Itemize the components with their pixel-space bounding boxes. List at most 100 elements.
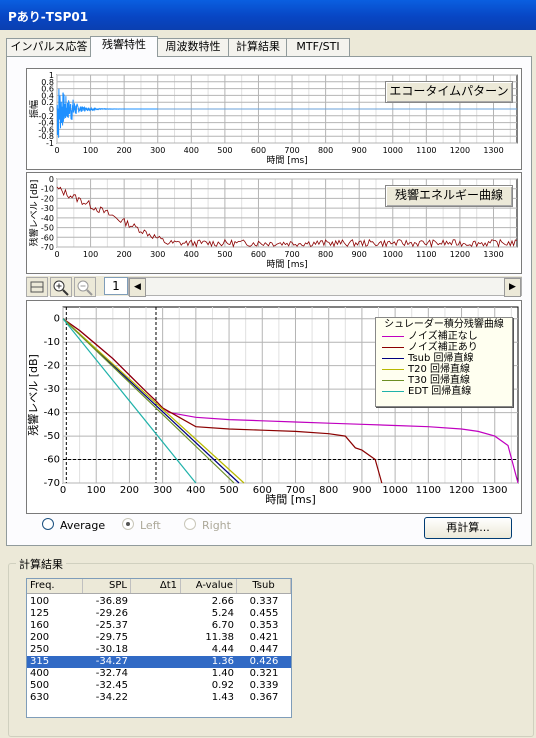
y-tick-label: -30 [44, 384, 60, 395]
left-radio[interactable]: Left [122, 518, 161, 532]
table-row[interactable]: 315 -34.27 1.36 0.426 [27, 656, 291, 668]
y-tick-label: -1 [46, 139, 54, 148]
legend-item: EDT 回帰直線 [376, 386, 512, 397]
tab-frequency-response[interactable]: 周波数特性 [156, 38, 230, 56]
table-cell: 6.70 [211, 620, 234, 631]
x-tick-label: 1300 [482, 485, 507, 496]
zoom-in-icon [53, 280, 69, 296]
legend-swatch [382, 380, 404, 381]
header-tsub[interactable]: Tsub [237, 579, 291, 593]
table-cell: 1.43 [211, 692, 234, 703]
x-tick-label: 1200 [449, 485, 474, 496]
zoom-in-button[interactable] [50, 277, 72, 297]
legend-item: Tsub 回帰直線 [376, 353, 512, 364]
window-title: Pあり-TSP01 [8, 10, 89, 24]
y-tick-label: -60 [44, 455, 60, 466]
legend-swatch [382, 391, 404, 392]
x-tick-label: 200 [117, 146, 132, 155]
table-row[interactable]: 630 -34.22 1.43 0.367 [27, 692, 291, 704]
tab-impulse-response[interactable]: インパルス応答 [6, 38, 92, 56]
table-cell: 125 [30, 608, 50, 619]
y-tick-label: -10 [41, 185, 54, 194]
table-cell [131, 656, 181, 668]
table-cell: 1.40 [211, 668, 234, 679]
table-cell [131, 632, 181, 644]
x-tick-label: 400 [184, 250, 199, 259]
reverb-energy-button[interactable]: 残響エネルギー曲線 [385, 185, 513, 207]
y-tick-label: -0.6 [38, 125, 54, 134]
average-radio[interactable]: Average [42, 518, 105, 532]
y-tick-label: -0.8 [38, 132, 54, 141]
legend-label: T30 回帰直線 [408, 375, 471, 386]
table-row[interactable]: 125 -29.26 5.24 0.455 [27, 608, 291, 620]
legend-swatch [382, 347, 404, 348]
header-dt1[interactable]: Δt1 [131, 579, 181, 593]
schroeder-legend: シュレーダー積分残響曲線 ノイズ補正なし ノイズ補正あり Tsub 回帰直線 T20 … [375, 317, 513, 407]
header-spl[interactable]: SPL [83, 579, 131, 593]
x-tick-label: 500 [220, 485, 239, 496]
table-row[interactable]: 250 -30.18 4.44 0.447 [27, 644, 291, 656]
tab-reverberation[interactable]: 残響特性 [90, 36, 158, 57]
table-row[interactable]: 500 -32.45 0.92 0.339 [27, 680, 291, 692]
y-tick-label: 0.8 [41, 78, 54, 87]
table-cell: 400 [30, 668, 50, 679]
horizontal-scrollbar[interactable]: ◀ ▶ [128, 277, 522, 297]
table-cell: 1.36 [211, 656, 234, 667]
y-tick-label: 0.6 [41, 85, 54, 94]
average-label: Average [60, 519, 106, 532]
results-table[interactable]: Freq. SPL Δt1 A-value Tsub 100 -36.89 2.66… [26, 578, 292, 718]
x-tick-label: 100 [83, 146, 98, 155]
table-row[interactable]: 100 -36.89 2.66 0.337 [27, 596, 291, 608]
header-freq[interactable]: Freq. [27, 579, 83, 593]
table-cell: -25.37 [95, 620, 128, 631]
table-cell: 500 [30, 680, 50, 691]
x-tick-label: 600 [253, 485, 272, 496]
y-tick-label: 0 [49, 105, 54, 114]
legend-swatch [382, 358, 404, 359]
series-line-3 [62, 318, 245, 484]
zoom-out-button[interactable] [74, 277, 96, 297]
table-cell [131, 608, 181, 620]
x-tick-label: 600 [251, 250, 266, 259]
tab-calculation-results[interactable]: 計算結果 [228, 38, 288, 56]
table-row[interactable]: 160 -25.37 6.70 0.353 [27, 620, 291, 632]
page-number-box[interactable]: 1 [104, 277, 128, 295]
x-tick-label: 1200 [450, 250, 470, 259]
y-tick-label: -70 [41, 243, 54, 252]
echo-time-pattern-button[interactable]: エコータイムパターン [385, 81, 513, 103]
x-tick-label: 800 [318, 146, 333, 155]
legend-label: ノイズ補正なし [408, 331, 478, 342]
header-a-value[interactable]: A-value [181, 579, 237, 593]
table-cell: 2.66 [211, 596, 234, 607]
y-tick-label: -20 [41, 194, 54, 203]
table-cell: 160 [30, 620, 50, 631]
x-tick-label: 700 [284, 146, 299, 155]
table-row[interactable]: 400 -32.74 1.40 0.321 [27, 668, 291, 680]
echo-time-pattern-svg: 0 100 200 300 400 500 600 700 800 900 1000 1100 1200… [28, 71, 518, 166]
tab-mtf-sti[interactable]: MTF/STI [286, 38, 350, 56]
table-cell: 0.92 [211, 680, 234, 691]
fit-window-button[interactable] [26, 277, 48, 297]
x-tick-label: 300 [150, 250, 165, 259]
recalculate-button[interactable]: 再計算... [424, 517, 512, 539]
table-cell: -30.18 [95, 644, 128, 655]
x-tick-label: 0 [54, 250, 59, 259]
x-tick-label: 900 [352, 250, 367, 259]
legend-label: EDT 回帰直線 [408, 386, 472, 397]
right-radio[interactable]: Right [184, 518, 231, 532]
scroll-right-arrow-icon[interactable]: ▶ [504, 278, 521, 297]
table-cell [131, 620, 181, 632]
table-cell: 315 [30, 656, 50, 667]
scroll-left-arrow-icon[interactable]: ◀ [129, 278, 146, 297]
table-cell: 0.421 [249, 632, 279, 643]
x-tick-label: 200 [117, 250, 132, 259]
x-tick-label: 100 [83, 250, 98, 259]
table-cell: 0.447 [249, 644, 279, 655]
table-cell: 0.337 [249, 596, 279, 607]
x-tick-label: 400 [186, 485, 205, 496]
energy-decay-trace [56, 186, 518, 249]
x-tick-label: 1000 [383, 250, 403, 259]
x-tick-label: 800 [319, 485, 338, 496]
table-row[interactable]: 200 -29.75 11.38 0.421 [27, 632, 291, 644]
x-tick-label: 100 [87, 485, 106, 496]
